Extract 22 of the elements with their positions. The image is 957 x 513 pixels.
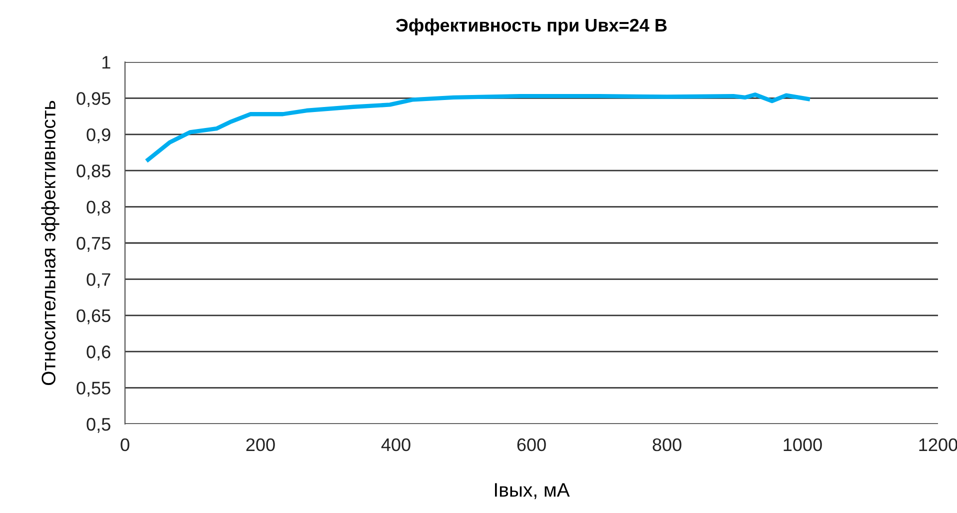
- y-tick-label: 0,9: [86, 128, 110, 144]
- y-tick-label: 1: [102, 56, 110, 69]
- x-tick-label: 1200: [919, 438, 957, 452]
- x-tick-label: 200: [246, 438, 275, 452]
- x-tick-label: 0: [120, 438, 130, 452]
- y-tick-label: 0,8: [86, 200, 110, 216]
- y-tick-label: 0,7: [86, 273, 110, 288]
- x-tick-label: 400: [381, 438, 410, 452]
- y-tick-label: 0,6: [86, 346, 110, 360]
- line-series: [146, 92, 810, 162]
- y-tick-label: 0,65: [76, 309, 110, 324]
- x-tick-label: 1000: [784, 438, 822, 452]
- chart-title: Эффективность при Uвх=24 В: [396, 18, 667, 36]
- x-axis-title: Iвых, мА: [495, 483, 570, 500]
- x-tick-label: 800: [652, 438, 682, 452]
- y-tick-label: 0,75: [76, 236, 110, 252]
- y-axis-title: Относительная эффективность: [41, 100, 60, 385]
- y-tick-label: 0,85: [76, 164, 110, 180]
- y-tick-label: 0,95: [76, 92, 110, 108]
- y-tick-label: 0,55: [76, 382, 110, 397]
- x-tick-label: 600: [517, 438, 546, 452]
- y-tick-label: 0,5: [86, 418, 110, 433]
